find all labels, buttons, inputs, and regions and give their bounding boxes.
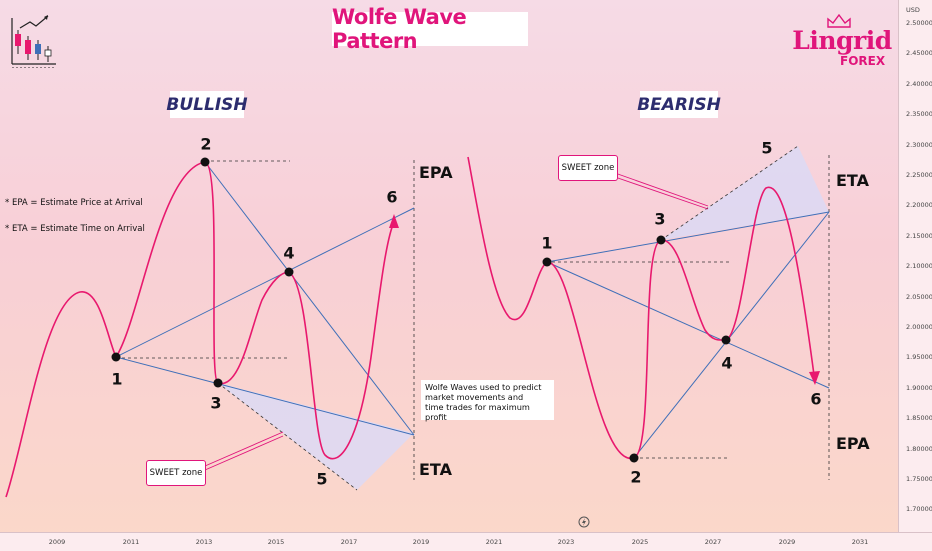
y-tick-label: 2.05000 (906, 292, 932, 301)
bear-line-2-4 (633, 211, 830, 459)
bull-label-1: 1 (111, 369, 123, 389)
currency-label: USD (906, 6, 920, 14)
x-tick-label: 2025 (631, 538, 649, 546)
bull-sweet-pointer-2 (204, 435, 284, 471)
bear-line-1-3 (546, 211, 830, 263)
y-tick-label: 2.00000 (906, 323, 932, 331)
x-tick-label: 2009 (48, 538, 66, 546)
bear-label-1: 1 (541, 233, 553, 253)
x-tick-label: 2019 (412, 538, 430, 546)
y-tick-label: 2.45000 (906, 49, 932, 58)
bear-point-1 (542, 257, 552, 267)
price-axis[interactable] (898, 0, 932, 532)
bullish-sweet-zone (218, 383, 414, 490)
bull-line-2-4 (204, 161, 415, 436)
bear-sweet-pointer-2 (614, 176, 709, 210)
y-tick-label: 2.15000 (906, 231, 932, 240)
bull-dash-3-5 (217, 382, 358, 491)
bull-point-3 (213, 378, 223, 388)
bear-epa-label: EPA (836, 434, 870, 453)
x-tick-label: 2023 (557, 538, 575, 546)
bull-point-2 (200, 157, 210, 167)
bull-line-1-4 (115, 207, 415, 358)
bear-label-2: 2 (630, 467, 642, 487)
x-tick-label: 2031 (851, 538, 869, 546)
bull-label-3: 3 (210, 393, 222, 413)
x-tick-label: 2013 (195, 538, 213, 546)
flash-icon[interactable] (578, 516, 590, 528)
bull-label-2: 2 (200, 134, 212, 154)
bear-label-4: 4 (721, 353, 733, 373)
bear-sweet-pointer (614, 172, 709, 207)
y-tick-label: 1.75000 (906, 475, 932, 483)
x-tick-label: 2011 (122, 538, 140, 546)
bull-eta-label: ETA (419, 460, 452, 479)
x-tick-label: 2015 (267, 538, 285, 546)
info-line-2: market movements and (425, 392, 524, 402)
x-tick-label: 2017 (340, 538, 358, 546)
chart-title: Wolfe Wave Pattern (332, 5, 528, 53)
bull-line-1-3 (115, 356, 415, 436)
bull-label-4: 4 (283, 243, 295, 263)
bearish-arrow-head (809, 371, 820, 385)
brand-logo: Lingrid FOREX (792, 14, 892, 74)
y-tick-label: 2.35000 (906, 110, 932, 119)
bear-point-2 (629, 453, 639, 463)
brand-sub: FOREX (840, 54, 886, 68)
bear-point-4 (721, 335, 731, 345)
bull-epa-label: EPA (419, 163, 453, 182)
time-axis[interactable] (0, 532, 932, 551)
bull-label-5: 5 (316, 469, 328, 489)
x-tick-label: 2021 (485, 538, 503, 546)
y-tick-label: 1.70000 (906, 505, 932, 514)
y-tick-label: 2.10000 (906, 262, 932, 271)
x-tick-label: 2029 (778, 538, 796, 546)
bear-label-5: 5 (761, 138, 773, 158)
bullish-label: BULLISH (166, 91, 248, 118)
x-tick-label: 2027 (704, 538, 722, 546)
bear-label-6: 6 (810, 389, 822, 409)
info-line-3: time trades for maximum profit (425, 402, 530, 422)
bull-label-6: 6 (386, 187, 398, 207)
bear-label-3: 3 (654, 209, 666, 229)
brand-name: Lingrid (792, 26, 892, 55)
chart-logo-icon (11, 15, 56, 68)
bull-sweet-zone-label: SWEET zone (146, 460, 206, 486)
bearish-sweet-zone (661, 146, 829, 240)
y-tick-label: 2.50000 (906, 19, 932, 27)
bull-point-1 (111, 352, 121, 362)
bullish-arrow-head (389, 214, 399, 228)
y-tick-label: 2.25000 (906, 171, 932, 179)
bear-point-3 (656, 235, 666, 245)
bull-point-4 (284, 267, 294, 277)
y-tick-label: 1.80000 (906, 444, 932, 453)
bearish-wave-path (467, 156, 815, 459)
bear-dash-3-5 (660, 145, 799, 241)
bear-line-1-4 (546, 261, 830, 389)
y-tick-label: 2.20000 (906, 201, 932, 210)
crown-icon (827, 14, 851, 28)
bull-sweet-pointer (204, 431, 284, 467)
y-tick-label: 1.90000 (906, 383, 932, 392)
y-tick-label: 1.85000 (906, 414, 932, 423)
y-tick-label: 2.40000 (906, 79, 932, 88)
bearish-label: BEARISH (637, 91, 721, 118)
note-eta: * ETA = Estimate Time on Arrival (5, 224, 145, 234)
info-box: Wolfe Waves used to predict market movem… (421, 380, 554, 422)
bear-sweet-zone-label: SWEET zone (558, 155, 618, 181)
note-epa: * EPA = Estimate Price at Arrival (5, 198, 143, 208)
y-tick-label: 2.30000 (906, 140, 932, 149)
bear-eta-label: ETA (836, 171, 869, 190)
y-tick-label: 1.95000 (906, 353, 932, 362)
info-line-1: Wolfe Waves used to predict (425, 382, 542, 392)
